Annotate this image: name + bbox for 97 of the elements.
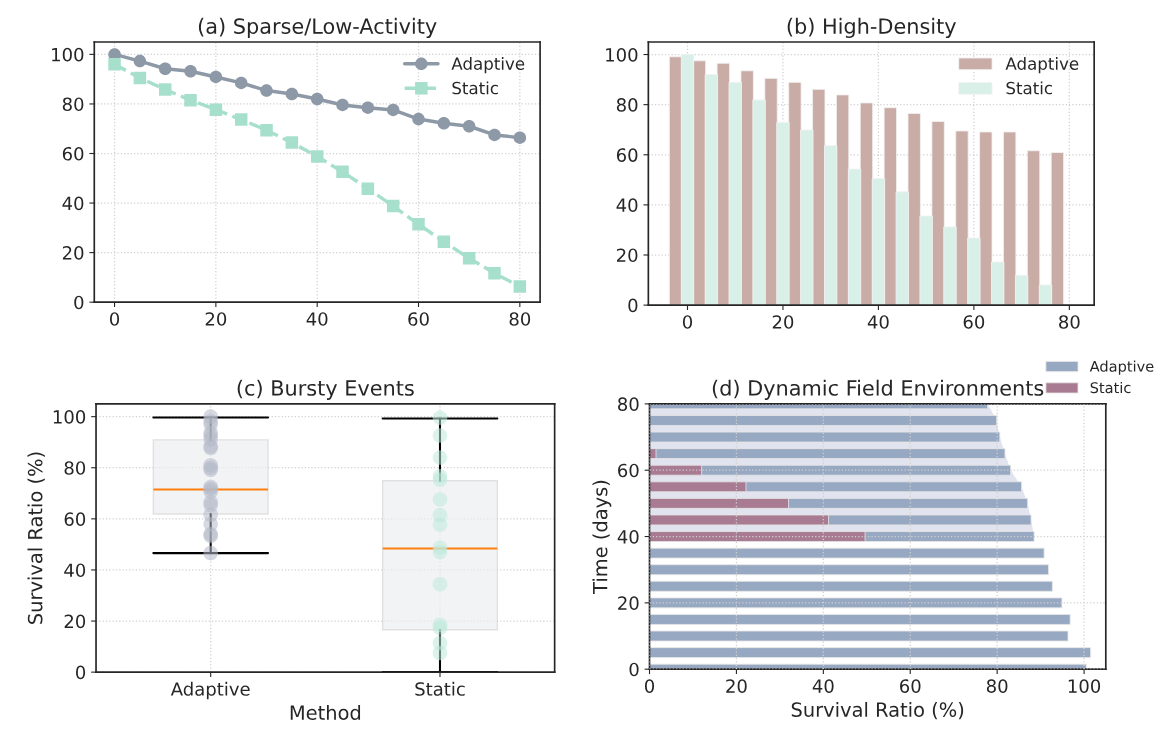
y-tick-label: 0 bbox=[628, 298, 638, 313]
point bbox=[108, 58, 121, 71]
x-tick-label: 40 bbox=[812, 679, 834, 693]
bar bbox=[649, 614, 1071, 625]
legend-label: Adaptive bbox=[1005, 57, 1079, 74]
x-tick-label: 20 bbox=[205, 312, 227, 326]
point bbox=[513, 131, 527, 144]
x-tick-label: 80 bbox=[509, 312, 531, 326]
point bbox=[310, 150, 324, 163]
point bbox=[412, 218, 425, 231]
bar bbox=[649, 564, 1049, 576]
point bbox=[158, 83, 172, 96]
legend-label: Static bbox=[452, 81, 498, 95]
y-tick-label: 0 bbox=[76, 665, 86, 680]
x-tick-label: Adaptive bbox=[170, 681, 250, 700]
point bbox=[462, 252, 476, 265]
x-tick-label: 0 bbox=[644, 679, 655, 693]
y-tick-label: 80 bbox=[616, 98, 638, 112]
legend-label: Adaptive bbox=[1089, 360, 1154, 375]
bar bbox=[649, 547, 1045, 559]
y-tick-label: 20 bbox=[618, 596, 639, 610]
y-tick-label: 20 bbox=[62, 246, 84, 260]
point bbox=[310, 92, 324, 106]
point bbox=[184, 65, 197, 78]
y-axis-title: Survival Ratio (%) bbox=[27, 452, 45, 624]
point bbox=[361, 182, 375, 195]
chart-title: (d) Dynamic Field Environments bbox=[712, 379, 1044, 400]
chart-title: (a) Sparse/Low-Activity bbox=[198, 17, 437, 39]
y-tick-label: 80 bbox=[62, 97, 84, 112]
x-tick-label: 80 bbox=[986, 679, 1008, 693]
y-tick-label: 40 bbox=[616, 198, 638, 212]
chart-title: (b) High-Density bbox=[787, 17, 956, 39]
point bbox=[260, 123, 273, 137]
x-tick-label: 0 bbox=[109, 312, 120, 326]
point bbox=[234, 76, 248, 90]
x-tick-label: 0 bbox=[682, 315, 693, 329]
point bbox=[158, 62, 172, 76]
y-tick-label: 0 bbox=[629, 662, 639, 677]
y-tick-label: 100 bbox=[606, 48, 638, 62]
point bbox=[209, 103, 223, 116]
y-tick-label: 60 bbox=[64, 512, 86, 526]
point bbox=[234, 113, 248, 126]
y-tick-label: 60 bbox=[62, 146, 84, 161]
point bbox=[336, 98, 349, 112]
x-tick-label: Static bbox=[415, 681, 465, 696]
x-tick-label: 60 bbox=[963, 315, 985, 329]
x-tick-label: 40 bbox=[306, 312, 328, 326]
x-tick-label: 40 bbox=[867, 315, 889, 329]
bar bbox=[649, 415, 998, 426]
point bbox=[361, 101, 375, 114]
y-tick-label: 40 bbox=[617, 530, 639, 544]
x-tick-label: 100 bbox=[1068, 679, 1101, 693]
point bbox=[386, 103, 400, 117]
point bbox=[184, 93, 197, 107]
x-tick-label: 60 bbox=[900, 679, 921, 693]
point bbox=[488, 266, 501, 280]
point bbox=[133, 54, 147, 68]
y-tick-label: 0 bbox=[74, 295, 84, 310]
point bbox=[133, 71, 147, 85]
x-tick-label: 60 bbox=[408, 312, 429, 326]
x-tick-label: 20 bbox=[726, 679, 747, 693]
point bbox=[386, 199, 400, 213]
point bbox=[285, 136, 299, 149]
legend-label: Static bbox=[1090, 381, 1131, 394]
bar bbox=[649, 431, 1001, 443]
point bbox=[513, 280, 527, 293]
point bbox=[412, 112, 425, 126]
y-tick-label: 100 bbox=[53, 410, 86, 424]
legend-label: Static bbox=[1006, 81, 1053, 95]
y-tick-label: 40 bbox=[62, 196, 84, 211]
y-tick-label: 60 bbox=[618, 463, 639, 478]
y-tick-label: 60 bbox=[616, 148, 638, 162]
x-tick-label: 80 bbox=[1059, 315, 1080, 329]
y-tick-label: 80 bbox=[64, 461, 86, 475]
x-axis-title: Method bbox=[290, 704, 361, 720]
chart-title: (c) Bursty Events bbox=[237, 379, 414, 400]
point bbox=[437, 235, 451, 248]
point bbox=[488, 128, 501, 142]
bar bbox=[649, 597, 1063, 609]
x-tick-label: 20 bbox=[772, 315, 794, 329]
point bbox=[336, 165, 349, 179]
y-axis-title: Time (days) bbox=[592, 480, 612, 595]
x-axis-title: Survival Ratio (%) bbox=[791, 701, 964, 720]
legend-label: Adaptive bbox=[451, 57, 525, 74]
point bbox=[209, 70, 223, 84]
y-tick-label: 20 bbox=[64, 614, 86, 629]
y-tick-label: 100 bbox=[52, 47, 84, 62]
point bbox=[437, 117, 451, 130]
point bbox=[285, 87, 299, 101]
bar bbox=[649, 647, 1092, 659]
y-tick-label: 20 bbox=[616, 248, 638, 263]
y-tick-label: 40 bbox=[64, 563, 86, 578]
bar bbox=[649, 630, 1069, 642]
point bbox=[260, 84, 273, 97]
point bbox=[462, 120, 476, 133]
bar bbox=[649, 580, 1053, 592]
y-tick-label: 80 bbox=[618, 397, 639, 411]
